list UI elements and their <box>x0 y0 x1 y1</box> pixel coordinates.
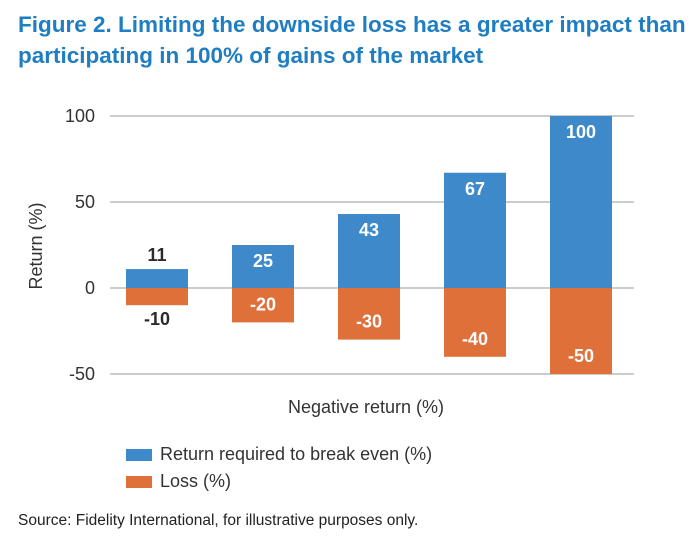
y-tick-labels: 100 50 0 -50 <box>65 106 95 384</box>
bar-break-even <box>338 214 400 288</box>
data-label-loss: -50 <box>568 346 594 366</box>
y-tick-label: -50 <box>69 364 95 384</box>
bar-break-even <box>444 172 506 288</box>
bar-loss <box>550 288 612 374</box>
legend: Return required to break even (%) Loss (… <box>126 441 432 495</box>
chart-title: Figure 2. Limiting the downside loss has… <box>18 12 686 68</box>
bar-loss <box>444 288 506 357</box>
legend-item-break-even: Return required to break even (%) <box>126 441 432 468</box>
legend-swatch-break-even <box>126 448 152 461</box>
legend-label-loss: Loss (%) <box>160 471 232 491</box>
data-label-loss: -20 <box>250 294 276 314</box>
source-note: Source: Fidelity International, for illu… <box>18 512 419 529</box>
legend-item-loss: Loss (%) <box>126 468 432 495</box>
data-label-break-even: 43 <box>359 220 379 240</box>
legend-label-break-even: Return required to break even (%) <box>160 444 433 464</box>
bar-loss <box>338 288 400 340</box>
bar-break-even <box>550 116 612 288</box>
bar-chart: 100 50 0 -50 11 25 43 67 100 -10 -20 -30 -40 -50 Ret… <box>26 106 634 417</box>
bar-loss <box>232 288 294 323</box>
y-tick-label: 100 <box>65 106 95 126</box>
x-axis-label: Negative return (%) <box>288 397 444 417</box>
data-label-loss: -40 <box>462 329 488 349</box>
data-labels: 11 25 43 67 100 -10 -20 -30 -40 -50 <box>144 122 596 366</box>
data-label-break-even: 67 <box>465 179 485 199</box>
bars <box>126 116 612 374</box>
bar-break-even <box>126 269 188 288</box>
y-tick-label: 50 <box>75 192 95 212</box>
legend-swatch-loss <box>126 475 152 488</box>
y-axis-label: Return (%) <box>26 202 46 289</box>
y-tick-label: 0 <box>85 278 95 298</box>
bar-break-even <box>232 245 294 288</box>
data-label-break-even: 25 <box>253 251 273 271</box>
data-label-break-even: 100 <box>566 122 596 142</box>
data-label-loss: -30 <box>356 312 382 332</box>
data-label-loss: -10 <box>144 309 170 329</box>
bar-loss <box>126 288 188 306</box>
data-label-break-even: 11 <box>147 245 166 265</box>
